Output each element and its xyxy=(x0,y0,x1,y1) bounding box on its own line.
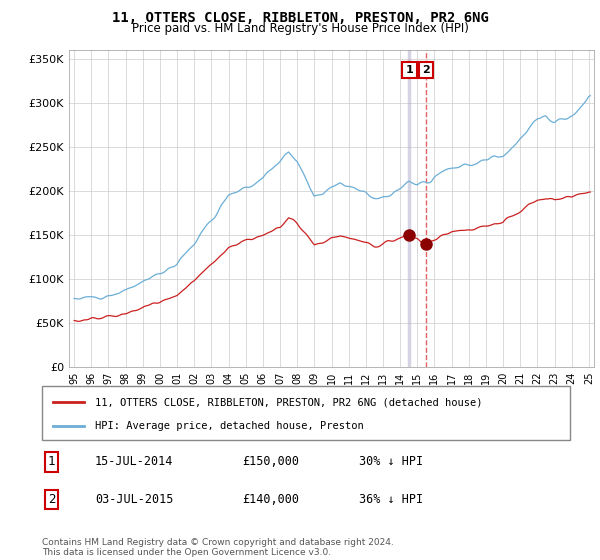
Text: 1: 1 xyxy=(48,455,55,469)
Text: 1: 1 xyxy=(406,65,413,75)
Text: 03-JUL-2015: 03-JUL-2015 xyxy=(95,493,173,506)
Text: 2: 2 xyxy=(422,65,430,75)
Text: 2: 2 xyxy=(48,493,55,506)
Text: Price paid vs. HM Land Registry's House Price Index (HPI): Price paid vs. HM Land Registry's House … xyxy=(131,22,469,35)
Text: 15-JUL-2014: 15-JUL-2014 xyxy=(95,455,173,469)
Text: Contains HM Land Registry data © Crown copyright and database right 2024.
This d: Contains HM Land Registry data © Crown c… xyxy=(42,538,394,557)
Text: 11, OTTERS CLOSE, RIBBLETON, PRESTON, PR2 6NG (detached house): 11, OTTERS CLOSE, RIBBLETON, PRESTON, PR… xyxy=(95,398,482,407)
Text: 11, OTTERS CLOSE, RIBBLETON, PRESTON, PR2 6NG: 11, OTTERS CLOSE, RIBBLETON, PRESTON, PR… xyxy=(112,11,488,25)
Text: HPI: Average price, detached house, Preston: HPI: Average price, detached house, Pres… xyxy=(95,421,364,431)
Text: 36% ↓ HPI: 36% ↓ HPI xyxy=(359,493,423,506)
Text: £140,000: £140,000 xyxy=(242,493,299,506)
Text: 30% ↓ HPI: 30% ↓ HPI xyxy=(359,455,423,469)
Text: £150,000: £150,000 xyxy=(242,455,299,469)
